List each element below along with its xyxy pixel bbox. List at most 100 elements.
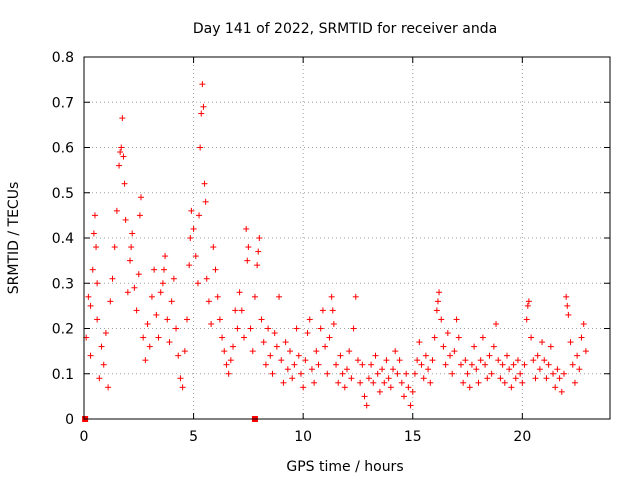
grid-lines [84, 57, 610, 419]
data-point [164, 316, 171, 323]
data-point [85, 293, 92, 300]
data-point [148, 293, 155, 300]
data-point [438, 316, 445, 323]
data-point [387, 384, 394, 391]
data-point [344, 366, 350, 373]
data-point [87, 302, 94, 309]
data-point [151, 266, 158, 273]
data-point [127, 257, 134, 264]
data-point [249, 348, 256, 355]
data-point [181, 348, 188, 355]
x-tick-label: 5 [189, 429, 198, 445]
data-point [466, 384, 473, 391]
data-point [357, 379, 364, 386]
plot-frame [83, 56, 611, 420]
data-point [429, 357, 436, 364]
data-point [276, 293, 283, 300]
data-point [381, 379, 388, 386]
data-point [240, 334, 247, 341]
data-point [558, 388, 565, 395]
data-point [287, 348, 294, 355]
y-tick-label: 0.4 [52, 231, 74, 247]
data-point [416, 339, 423, 346]
y-tick-label: 0.8 [52, 50, 74, 66]
data-point [335, 379, 342, 386]
data-point [539, 339, 546, 346]
data-point [322, 343, 329, 350]
data-point [556, 375, 563, 382]
data-point [514, 357, 521, 364]
data-point [302, 357, 309, 364]
data-point [297, 370, 304, 377]
data-point [245, 244, 252, 251]
data-point [116, 162, 123, 169]
data-point [199, 81, 206, 88]
data-point [208, 320, 215, 327]
data-point [420, 375, 427, 382]
data-point [536, 366, 543, 373]
data-point [210, 244, 217, 251]
data-point [168, 298, 175, 305]
data-point [580, 320, 587, 327]
y-tick-label: 0.2 [52, 322, 74, 338]
data-point [394, 370, 401, 377]
data-point [119, 115, 126, 122]
data-point [258, 316, 265, 323]
data-point [409, 388, 416, 395]
data-point [365, 375, 372, 382]
data-point [422, 352, 429, 359]
data-point [385, 375, 392, 382]
data-point [308, 366, 315, 373]
data-point [254, 262, 261, 269]
data-point [162, 253, 169, 260]
data-point [202, 198, 209, 205]
data-point [328, 293, 335, 300]
data-point [269, 370, 276, 377]
data-point [383, 357, 390, 364]
data-point [91, 212, 98, 219]
data-point [528, 334, 535, 341]
data-point [244, 257, 251, 264]
y-axis-label: SRMTID / TECUs [6, 182, 22, 295]
data-point [188, 207, 195, 214]
data-point [354, 357, 361, 364]
data-point [260, 339, 267, 346]
data-point [293, 325, 300, 332]
data-point [499, 361, 506, 368]
data-point [519, 379, 526, 386]
data-point [447, 352, 454, 359]
data-point [457, 361, 464, 368]
y-tick-label: 0.3 [52, 276, 74, 292]
data-point [317, 325, 324, 332]
data-point [525, 298, 532, 305]
data-point [434, 298, 441, 305]
y-tick-label: 0.7 [52, 95, 74, 111]
data-point [510, 361, 517, 368]
data-point [473, 366, 480, 373]
data-point [94, 280, 101, 287]
data-point [493, 320, 500, 327]
data-point [501, 379, 508, 386]
data-point [295, 352, 302, 359]
data-point [560, 370, 567, 377]
data-point [129, 230, 136, 237]
data-point [576, 366, 583, 373]
data-point [352, 293, 359, 300]
data-point [571, 379, 578, 386]
data-point [256, 235, 263, 241]
data-point [368, 361, 375, 368]
data-point [157, 289, 164, 296]
x-tick-label: 0 [80, 429, 89, 445]
x-tick-label: 20 [513, 429, 531, 445]
data-point [372, 352, 379, 359]
data-point [333, 361, 340, 368]
data-point [324, 370, 331, 377]
data-point [128, 244, 135, 251]
data-point [348, 375, 355, 382]
data-point [205, 298, 212, 305]
data-point [137, 194, 144, 201]
data-point [184, 316, 191, 323]
data-point [436, 289, 443, 296]
data-point [177, 375, 184, 382]
